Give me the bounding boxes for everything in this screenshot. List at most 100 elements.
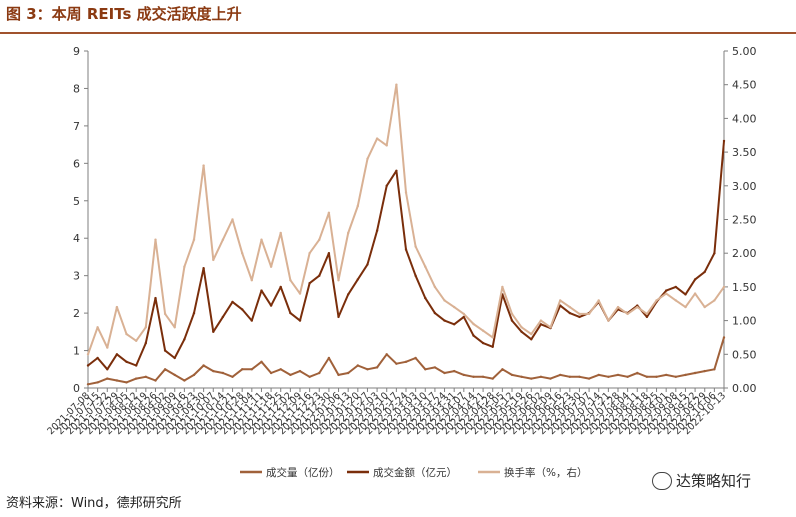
series-1-point — [520, 375, 523, 378]
series-1-point — [221, 371, 225, 375]
series-3-point — [607, 319, 610, 322]
series-1-point — [433, 366, 437, 369]
series-3-point — [713, 299, 716, 302]
y-left-tick-label: 6 — [73, 157, 80, 170]
y-right-tick-label: 1.00 — [732, 315, 757, 328]
series-3-point — [684, 305, 687, 309]
series-1-point — [626, 375, 629, 378]
series-1-point — [298, 369, 302, 373]
series-2-point — [424, 296, 427, 300]
series-1-point — [674, 375, 677, 378]
series-2-point — [260, 289, 263, 292]
series-2-point — [163, 349, 167, 352]
series-1-point — [173, 373, 176, 377]
series-1-point — [260, 360, 263, 363]
series-3-point — [163, 312, 167, 316]
series-2-point — [96, 356, 99, 360]
title-divider — [0, 32, 796, 34]
series-1-point — [693, 371, 697, 375]
series-2-point — [568, 311, 571, 315]
series-3-point — [202, 164, 205, 167]
y-right-tick-label: 4.50 — [732, 79, 757, 92]
series-1-point — [163, 368, 167, 371]
series-2-point — [241, 308, 244, 311]
series-2-point — [453, 323, 456, 326]
series-2-point — [135, 364, 138, 367]
series-2-point — [298, 319, 302, 322]
series-3-point — [96, 326, 99, 329]
series-1-point — [269, 371, 273, 375]
y-left-tick-label: 9 — [73, 45, 80, 58]
series-2-point — [183, 338, 186, 341]
series-3-point — [520, 326, 523, 329]
series-2-point — [327, 252, 331, 255]
series-1-point — [212, 369, 215, 373]
legend-label-1: 成交量（亿份） — [266, 466, 340, 479]
series-1-point — [308, 375, 311, 378]
series-2-point — [308, 282, 311, 285]
series-2-point — [395, 169, 398, 172]
series-1-point — [655, 375, 658, 378]
series-1-point — [154, 379, 157, 382]
series-1-point — [443, 371, 446, 375]
series-3-point — [587, 312, 591, 316]
series-1-point — [347, 371, 350, 375]
series-3-point — [472, 322, 475, 326]
series-2-point — [645, 315, 649, 319]
y-right-tick-label: 2.00 — [732, 247, 757, 260]
series-1-point — [587, 377, 591, 380]
series-2-point — [722, 139, 726, 143]
y-left-tick-label: 3 — [73, 270, 80, 283]
series-2-point — [462, 315, 465, 319]
y-left-tick-label: 8 — [73, 82, 80, 95]
series-3-point — [414, 245, 417, 248]
series-3-point — [279, 231, 282, 235]
series-2-point — [366, 263, 369, 266]
y-left-tick-label: 7 — [73, 120, 80, 133]
series-3-point — [616, 305, 620, 309]
series-2-point — [703, 270, 706, 274]
watermark: 达策略知行 — [652, 470, 751, 491]
series-2-point — [530, 338, 533, 341]
series-3-point — [568, 305, 571, 309]
series-3-point — [289, 279, 292, 282]
y-right-tick-label: 1.50 — [732, 281, 757, 294]
series-3-point — [356, 204, 359, 208]
series-1-point — [597, 373, 600, 377]
series-2-point — [433, 311, 437, 315]
series-1-point — [183, 379, 186, 382]
y-right-tick-label: 5.00 — [732, 45, 757, 58]
series-1-point — [125, 381, 128, 384]
series-3-point — [481, 329, 485, 332]
series-1-point — [703, 369, 706, 373]
series-1-point — [202, 364, 205, 367]
series-3-point — [115, 305, 119, 309]
series-1-point — [462, 373, 465, 377]
series-2-point — [481, 341, 485, 345]
series-2-point — [86, 364, 90, 367]
series-2-point — [385, 184, 388, 187]
y-right-tick-label: 3.00 — [732, 180, 757, 193]
series-3-point — [395, 83, 398, 86]
series-1-point — [327, 356, 331, 360]
series-3-point — [298, 292, 302, 295]
series-1-point — [722, 336, 726, 339]
series-1-point — [375, 366, 379, 369]
series-1-point — [241, 368, 244, 371]
series-3-point — [530, 332, 533, 336]
series-1-point — [404, 360, 408, 363]
series-3-point — [626, 312, 629, 316]
series-2-point — [106, 368, 109, 371]
series-3-point — [665, 292, 668, 295]
series-2-point — [520, 330, 523, 333]
series-1-point — [318, 371, 321, 375]
series-1-point — [135, 377, 138, 380]
y-left-tick-label: 2 — [73, 307, 80, 320]
series-3-point — [250, 279, 253, 282]
series-3-point — [212, 258, 215, 262]
series-2-point — [510, 319, 514, 322]
series-3-point — [385, 144, 388, 147]
series-3-point — [347, 231, 350, 235]
y-right-tick-label: 2.50 — [732, 214, 757, 227]
series-1-point — [684, 373, 687, 377]
